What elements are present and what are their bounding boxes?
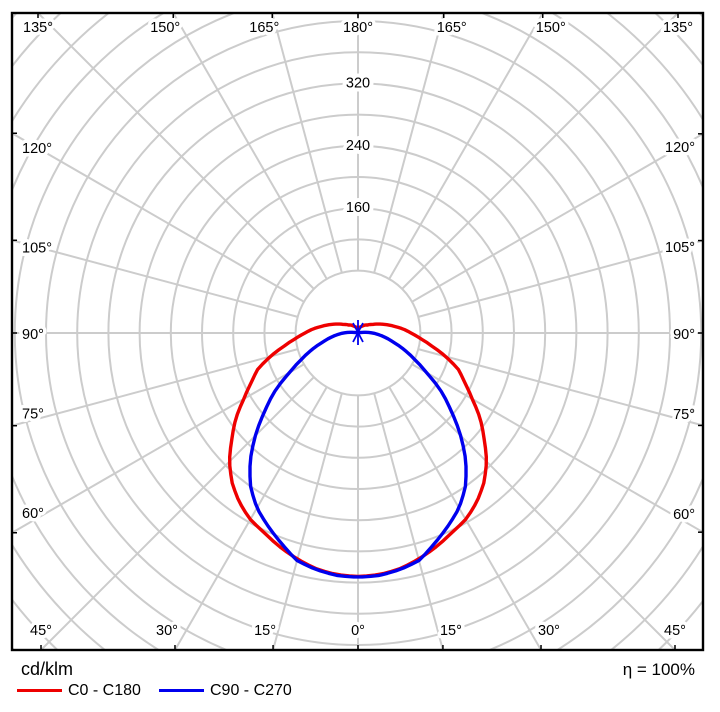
grid-spoke [13,363,305,534]
angle-label: 135° [663,20,693,36]
grid-spoke [373,393,444,649]
grid-spoke [373,14,445,273]
angle-label: 15° [440,623,462,639]
legend-label-c90-c270: C90 - C270 [210,682,292,699]
angle-label: 165° [249,20,279,36]
grid-spoke [272,393,343,649]
plot-frame [10,11,705,652]
grid-spoke [388,14,544,280]
grid-spoke [40,376,315,649]
grid-spoke [418,239,702,318]
angle-label: 0° [351,623,365,639]
curve-c90-c270 [248,330,468,579]
grid-spoke [172,14,328,280]
angle-label: 60° [22,506,44,522]
grid-spoke [418,348,702,427]
center-marker [352,320,364,345]
angle-label: 60° [673,507,695,523]
angle-label: 135° [23,20,53,36]
angle-label: 120° [665,140,695,156]
angle-label: 45° [30,623,52,639]
angle-label: 30° [156,623,178,639]
legend-swatch-c0-c180 [17,689,62,692]
angle-label: 120° [22,141,52,157]
grid-spoke [411,133,702,303]
radial-label: 320 [346,75,370,91]
angle-label: 90° [673,327,695,343]
grid-spoke [388,386,542,649]
units-label: cd/klm [21,659,74,679]
angle-label: 150° [150,20,180,36]
grid-spoke [401,376,676,649]
angle-label: 150° [536,20,566,36]
grid-spoke [13,348,298,427]
grid-spoke [174,386,328,649]
legend-swatch-c90-c270 [159,689,204,692]
angle-label: 165° [437,20,467,36]
legend-label-c0-c180: C0 - C180 [68,682,141,699]
grid-spoke [401,14,679,290]
grid-spoke [271,14,343,273]
angle-label: 105° [665,240,695,256]
angle-label: 75° [673,407,695,423]
radial-label: 240 [346,138,370,154]
angle-label: 75° [22,406,44,422]
angle-label: 45° [664,623,686,639]
angle-label: 180° [343,20,373,36]
angle-label: 30° [538,623,560,639]
grid-spoke [411,363,702,533]
grid-spoke [37,14,315,290]
efficiency-label: η = 100% [622,660,695,679]
angle-label: 15° [254,623,276,639]
angle-label: 90° [22,327,44,343]
polar-chart-canvas: 0° 15° 30° 45° 60° 75° 90° 105° 120° 135° 150° 165°… [10,11,705,652]
grid-spoke [13,132,305,303]
angle-label: 105° [22,241,52,257]
radial-label: 160 [346,200,370,216]
